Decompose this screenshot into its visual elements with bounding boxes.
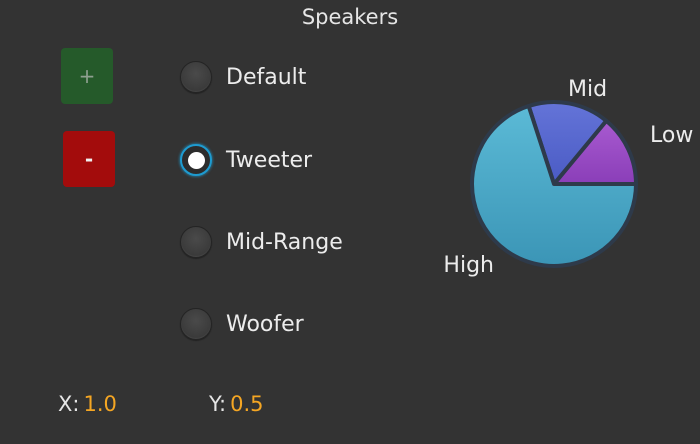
radio-label-woofer: Woofer (226, 311, 304, 337)
radio-button-mid-range[interactable] (180, 226, 212, 258)
x-label: X: (58, 392, 80, 416)
pie-label-high: High (443, 253, 494, 278)
radio-label-mid-range: Mid-Range (226, 229, 343, 255)
radio-button-default[interactable] (180, 61, 212, 93)
radio-option-mid-range[interactable]: Mid-Range (180, 224, 343, 260)
pie-slice-high[interactable] (470, 104, 638, 268)
pie-slice-low[interactable] (552, 118, 638, 186)
x-value: 1.0 (83, 392, 117, 416)
radio-option-tweeter[interactable]: Tweeter (180, 142, 312, 178)
pie-label-low: Low (650, 123, 693, 148)
radio-label-tweeter: Tweeter (226, 147, 313, 173)
y-readout: Y: 0.5 (209, 392, 264, 416)
radio-button-tweeter[interactable] (180, 144, 212, 176)
x-readout: X: 1.0 (58, 392, 117, 416)
y-value: 0.5 (230, 392, 264, 416)
add-button[interactable]: + (61, 48, 113, 104)
remove-button[interactable]: - (63, 131, 115, 187)
radio-button-woofer[interactable] (180, 308, 212, 340)
radio-label-default: Default (226, 64, 307, 90)
y-label: Y: (209, 392, 227, 416)
radio-option-woofer[interactable]: Woofer (180, 306, 304, 342)
pie-label-mid: Mid (568, 77, 607, 102)
radio-option-default[interactable]: Default (180, 59, 306, 95)
window-title: Speakers (301, 5, 399, 29)
